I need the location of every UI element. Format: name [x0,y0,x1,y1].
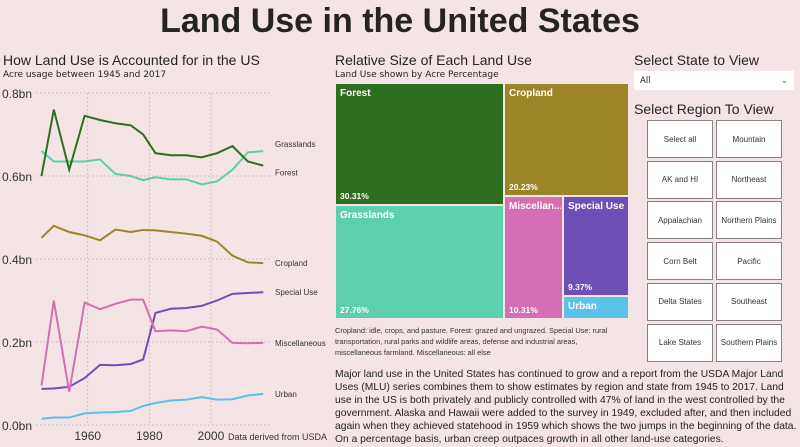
treemap-tile-miscellaneous[interactable]: Miscellan... 10.31% [504,196,563,319]
region-option[interactable]: Lake States [647,323,713,362]
state-dropdown[interactable]: All ⌄ [634,71,794,90]
treemap-tile-urban[interactable]: Urban [563,296,629,319]
region-filter-label: Select Region To View [634,101,774,117]
region-option[interactable]: Appalachian [647,201,713,240]
x-tick-label: 2000 [198,429,225,443]
y-tick-label: 0.2bn [2,336,32,350]
region-option[interactable]: Mountain [716,120,782,158]
series-label: Grasslands [275,140,315,149]
treemap-tile-label: Special Use [568,201,625,212]
x-tick-label: 1980 [136,429,163,443]
chevron-down-icon: ⌄ [780,75,788,86]
series-label: Urban [275,390,297,399]
treemap-tile-label: Grasslands [340,210,395,221]
region-option[interactable]: Northeast [716,160,782,199]
y-tick-label: 0.6bn [2,170,32,184]
treemap-tile-forest[interactable]: Forest 30.31% [335,83,504,205]
y-tick-label: 0.8bn [2,87,32,101]
region-option[interactable]: AK and HI [647,160,713,199]
x-tick-label: 1960 [74,429,101,443]
region-option[interactable]: Select all [647,120,713,158]
treemap-tile-percent: 30.31% [340,191,369,201]
treemap-subtitle: Land Use shown by Acre Percentage [335,70,499,80]
series-line-grasslands [40,150,264,186]
treemap-tile-percent: 9.37% [568,282,593,292]
treemap-note: Cropland: idle, crops, and pasture. Fore… [335,326,608,357]
series-label: Cropland [275,259,307,268]
series-label: Miscellaneous [275,339,326,348]
treemap-tile-label: Forest [340,88,371,99]
region-option[interactable]: Southeast [716,282,782,321]
state-filter-label: Select State to View [634,52,760,68]
region-option[interactable]: Pacific [716,242,782,281]
treemap-tile-special-use[interactable]: Special Use 9.37% [563,196,629,296]
treemap-title: Relative Size of Each Land Use [335,52,532,68]
series-line-special-use [41,291,264,390]
treemap-tile-percent: 27.76% [340,305,369,315]
line-chart-title: How Land Use is Accounted for in the US [3,52,260,68]
treemap: Forest 30.31% Grasslands 27.76% Cropland 20.2… [335,83,629,319]
series-label: Special Use [275,288,318,297]
series-line-miscellaneous [40,298,264,392]
region-option[interactable]: Corn Belt [647,242,713,281]
region-option[interactable]: Northern Plains [716,201,782,240]
region-option[interactable]: Delta States [647,282,713,321]
series-line-forest [40,109,264,177]
region-slicer: Select all Mountain AK and HI Northeast Appa… [647,120,787,362]
line-chart: 0.0bn 0.2bn 0.4bn 0.6bn 0.8bn 1960 1980 2000 Dat… [2,87,327,443]
story-text: Major land use in the United States has … [335,369,797,445]
treemap-tile-label: Cropland [509,88,553,99]
treemap-tile-percent: 10.31% [509,305,538,315]
series-label: Forest [275,169,298,178]
treemap-tile-grasslands[interactable]: Grasslands 27.76% [335,205,504,319]
data-source-note: Data derived from USDA [228,432,327,442]
treemap-tile-label: Miscellan... [509,201,562,212]
series-line-cropland [40,224,264,265]
state-dropdown-value: All [640,75,651,86]
y-tick-label: 0.0bn [2,419,32,433]
series-line-urban [41,392,264,420]
y-tick-label: 0.4bn [2,253,32,267]
treemap-tile-label: Urban [568,301,597,312]
line-chart-subtitle: Acre usage between 1945 and 2017 [3,70,167,80]
treemap-tile-percent: 20.23% [509,182,538,192]
region-option[interactable]: Southern Plains [716,323,782,362]
page-title: Land Use in the United States [160,2,640,40]
treemap-tile-cropland[interactable]: Cropland 20.23% [504,83,629,196]
